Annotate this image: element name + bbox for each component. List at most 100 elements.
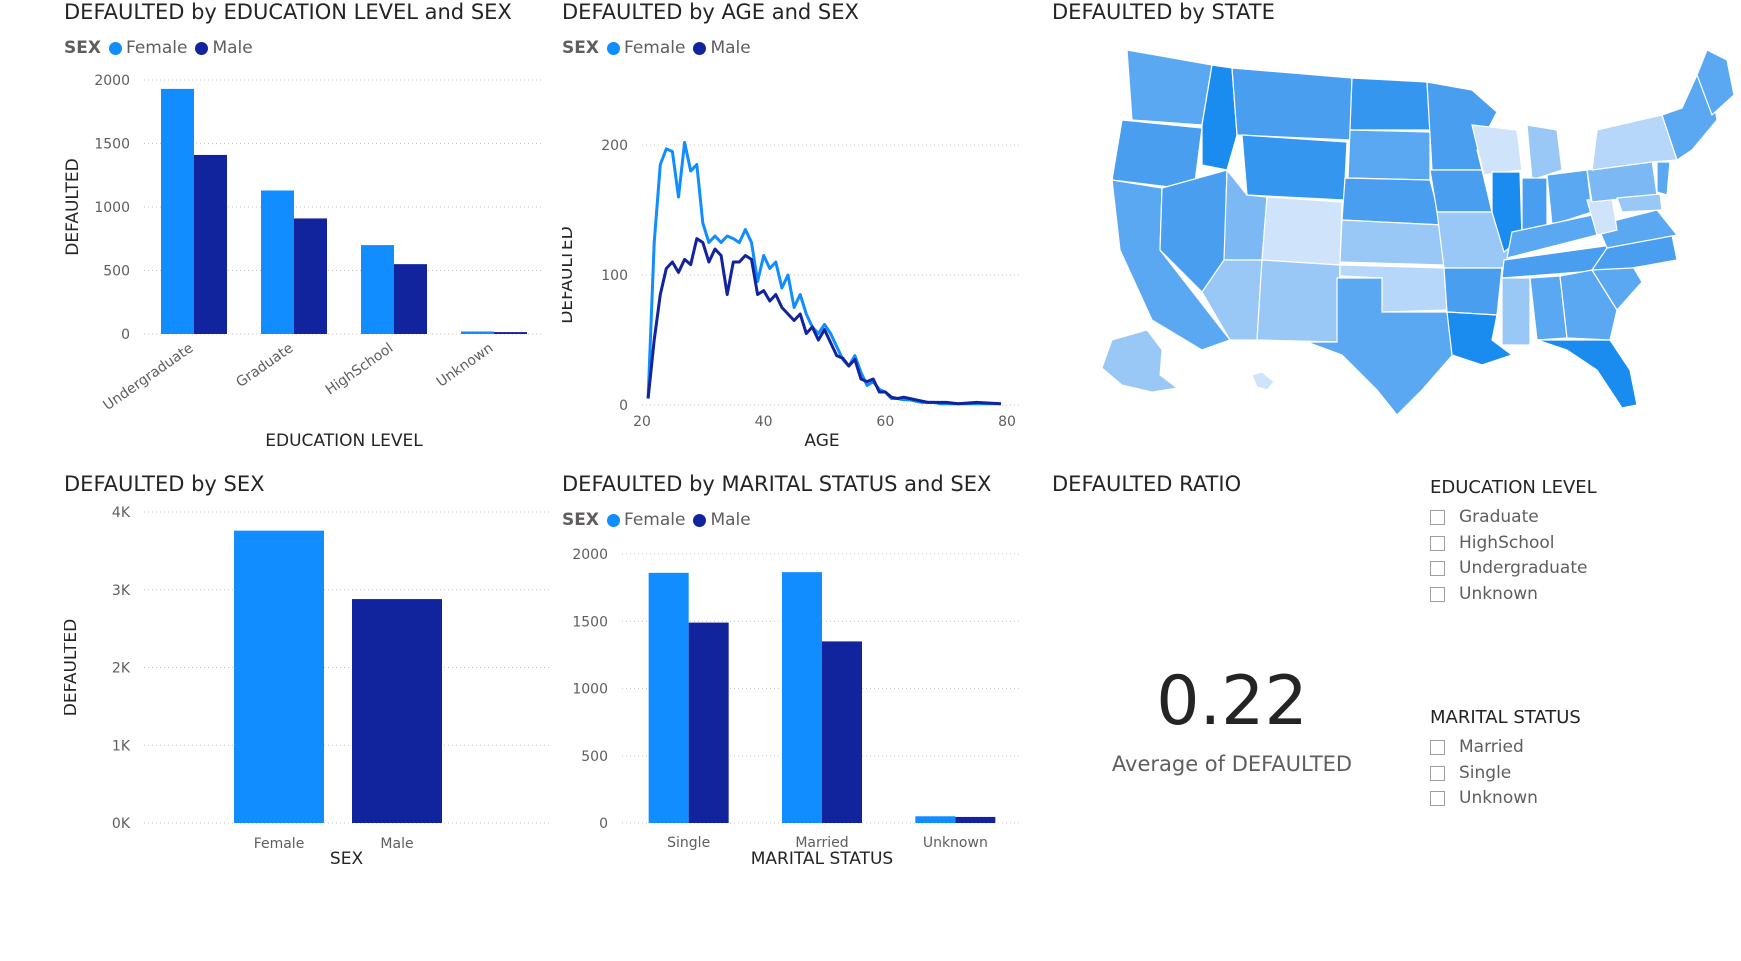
marital-slicer-title: MARITAL STATUS (1430, 707, 1581, 728)
checkbox[interactable] (1430, 509, 1445, 525)
map-state-mt[interactable] (1231, 67, 1353, 141)
legend-male-swatch (693, 41, 707, 55)
x-tick-label: Male (380, 836, 413, 852)
defaulted-ratio-card: DEFAULTED RATIO 0.22 Average of DEFAULTE… (1052, 472, 1412, 952)
chart-title: DEFAULTED by STATE (1052, 0, 1275, 24)
map-state-hi[interactable] (1251, 371, 1275, 391)
legend-female-swatch (108, 41, 122, 55)
series-line-male (646, 237, 1001, 406)
y-tick-label: 3K (112, 583, 131, 599)
bar (234, 530, 324, 823)
slicer-item-label: Graduate (1459, 507, 1539, 527)
map-state-ks[interactable] (1339, 219, 1445, 266)
y-tick-label: 0 (599, 816, 608, 832)
legend-female-label[interactable]: Female (623, 38, 686, 58)
y-axis-title: DEFAULTED (562, 226, 577, 323)
y-tick-label: 0K (112, 816, 131, 832)
chart-legend: SEX Female Male (562, 510, 759, 530)
map-state-nm[interactable] (1256, 259, 1341, 343)
map-state-va[interactable] (1596, 209, 1679, 249)
x-tick-label: Single (667, 835, 710, 851)
bar (461, 331, 494, 334)
card-value: 0.22 (1156, 662, 1308, 741)
map-state-wy[interactable] (1241, 134, 1348, 201)
x-tick-label: Female (254, 836, 305, 852)
map-state-ak[interactable] (1101, 329, 1179, 393)
legend-female-label[interactable]: Female (125, 38, 188, 58)
map-state-me[interactable] (1696, 49, 1735, 117)
bar (394, 264, 427, 334)
legend-female-swatch (606, 513, 620, 527)
map-state-co[interactable] (1261, 196, 1343, 266)
card-label: Average of DEFAULTED (1111, 752, 1353, 776)
slicer-item-label: Married (1459, 737, 1524, 757)
map-state-or[interactable] (1111, 119, 1203, 191)
checkbox[interactable] (1430, 560, 1445, 576)
card-title: DEFAULTED RATIO (1052, 472, 1242, 496)
bar (161, 88, 194, 334)
bar (294, 218, 327, 334)
checkbox[interactable] (1430, 790, 1445, 806)
map-state-ms[interactable] (1501, 277, 1531, 346)
checkbox[interactable] (1430, 586, 1445, 602)
checkbox[interactable] (1430, 535, 1445, 551)
chart-title: DEFAULTED by MARITAL STATUS and SEX (562, 472, 992, 496)
map-state-wi[interactable] (1471, 124, 1523, 176)
map-state-sd[interactable] (1347, 129, 1431, 181)
map-state-in[interactable] (1521, 177, 1548, 233)
x-tick-label: Undergraduate (100, 340, 196, 414)
map-state-tx[interactable] (1306, 277, 1458, 416)
map-state-nj[interactable] (1656, 161, 1671, 196)
x-tick-label: 40 (755, 414, 773, 430)
y-tick-label: 200 (601, 138, 628, 154)
map-state-fl[interactable] (1536, 339, 1638, 409)
education-slicer-item[interactable]: Graduate (1430, 507, 1539, 527)
slicer-item-label: Unknown (1459, 788, 1538, 808)
legend-male-label[interactable]: Male (710, 510, 751, 530)
education-slicer-title: EDUCATION LEVEL (1430, 477, 1597, 498)
education-slicer-item[interactable]: Undergraduate (1430, 558, 1587, 578)
map-state-nd[interactable] (1349, 77, 1431, 131)
x-tick-label: HighSchool (323, 340, 397, 398)
map-state-ia[interactable] (1429, 169, 1493, 213)
map-state-wa[interactable] (1126, 49, 1213, 126)
education-slicer-item[interactable]: HighSchool (1430, 533, 1555, 553)
slicer-item-label: Unknown (1459, 584, 1538, 604)
bar (915, 816, 956, 823)
age-sex-chart-panel: DEFAULTED by AGE and SEX SEX Female Male… (562, 0, 1032, 460)
y-tick-label: 1500 (572, 614, 608, 630)
x-tick-label: 20 (633, 414, 651, 430)
map-state-la[interactable] (1446, 311, 1514, 366)
education-slicer-item[interactable]: Unknown (1430, 584, 1538, 604)
marital-slicer-item[interactable]: Single (1430, 763, 1511, 783)
x-axis-title: AGE (804, 431, 839, 451)
map-state-ny[interactable] (1591, 114, 1678, 171)
x-tick-label: Graduate (233, 340, 296, 391)
legend-female-label[interactable]: Female (623, 510, 686, 530)
y-tick-label: 500 (103, 264, 130, 280)
y-tick-label: 1000 (94, 200, 130, 216)
bar (361, 245, 394, 334)
map-state-ar[interactable] (1443, 267, 1503, 316)
legend-title: SEX (562, 38, 599, 58)
map-state-md[interactable] (1616, 193, 1663, 213)
sex-chart-panel: DEFAULTED by SEX 0K 1K 2K 3K 4K SEX DEFAULTED F… (64, 472, 554, 952)
marital-slicer-item[interactable]: Unknown (1430, 788, 1538, 808)
chart-title: DEFAULTED by SEX (64, 472, 265, 496)
checkbox[interactable] (1430, 765, 1445, 781)
map-state-mi[interactable] (1526, 124, 1563, 181)
education-sex-chart-panel: DEFAULTED by EDUCATION LEVEL and SEX SEX… (64, 0, 554, 460)
bar (955, 816, 996, 823)
marital-slicer-item[interactable]: Married (1430, 737, 1524, 757)
bar (494, 332, 527, 334)
legend-male-label[interactable]: Male (212, 38, 253, 58)
y-tick-label: 0 (121, 327, 130, 343)
map-state-ne[interactable] (1341, 177, 1443, 226)
x-axis-title: SEX (330, 849, 364, 869)
y-axis-title: DEFAULTED (64, 158, 83, 255)
slicer-item-label: HighSchool (1459, 533, 1555, 553)
legend-male-label[interactable]: Male (710, 38, 751, 58)
checkbox[interactable] (1430, 739, 1445, 755)
y-tick-label: 1500 (94, 137, 130, 153)
us-state-map[interactable] (1052, 20, 1741, 460)
